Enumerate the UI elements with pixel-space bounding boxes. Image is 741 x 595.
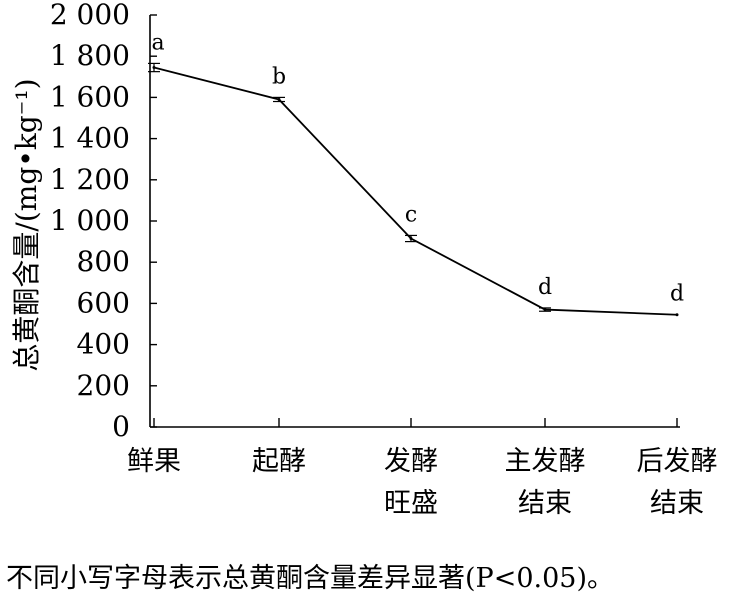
x-tick-label: 起酵 [252,446,306,477]
significance-label: d [538,275,552,300]
y-tick-label: 400 [77,328,130,361]
y-tick-label: 2 000 [50,0,130,31]
data-point [152,66,156,70]
significance-label: c [405,202,417,227]
series-line-group [148,62,679,317]
x-tick-label: 结束 [650,488,704,519]
x-tick-label: 鲜果 [127,446,181,477]
y-tick-label: 0 [112,410,130,443]
chart-footnote: 不同小写字母表示总黄酮含量差异显著(P<0.05)。 [6,563,614,594]
x-tick-label: 旺盛 [384,488,438,519]
y-tick-label: 1 200 [50,163,130,196]
y-tick-label: 1 400 [50,122,130,155]
data-point [543,308,547,312]
y-axis-ticks: 0 200 400 600 800 1 000 1 200 1 400 1 600 1 800 2 … [50,0,157,443]
significance-label: d [670,282,684,307]
y-tick-label: 600 [77,286,130,319]
line-chart: 0 200 400 600 800 1 000 1 200 1 400 1 600 1 800 2 … [10,0,718,519]
y-tick-label: 1 800 [50,39,130,72]
data-point [409,237,413,241]
x-tick-label: 主发酵 [505,446,586,477]
y-tick-label: 800 [77,245,130,278]
significance-label: b [272,64,286,89]
data-point [675,313,679,317]
significance-labels: a b c d d [151,30,684,306]
x-tick-label: 结束 [518,488,572,519]
y-axis-label: 总黄酮含量/(mg•kg⁻¹) [10,78,43,371]
data-point [277,97,281,101]
significance-label: a [151,30,164,55]
x-tick-label: 发酵 [384,446,438,477]
y-tick-label: 1 600 [50,80,130,113]
x-tick-label: 后发酵 [637,446,718,477]
series-line [153,66,678,316]
y-tick-label: 200 [77,369,130,402]
y-tick-label: 1 000 [50,204,130,237]
